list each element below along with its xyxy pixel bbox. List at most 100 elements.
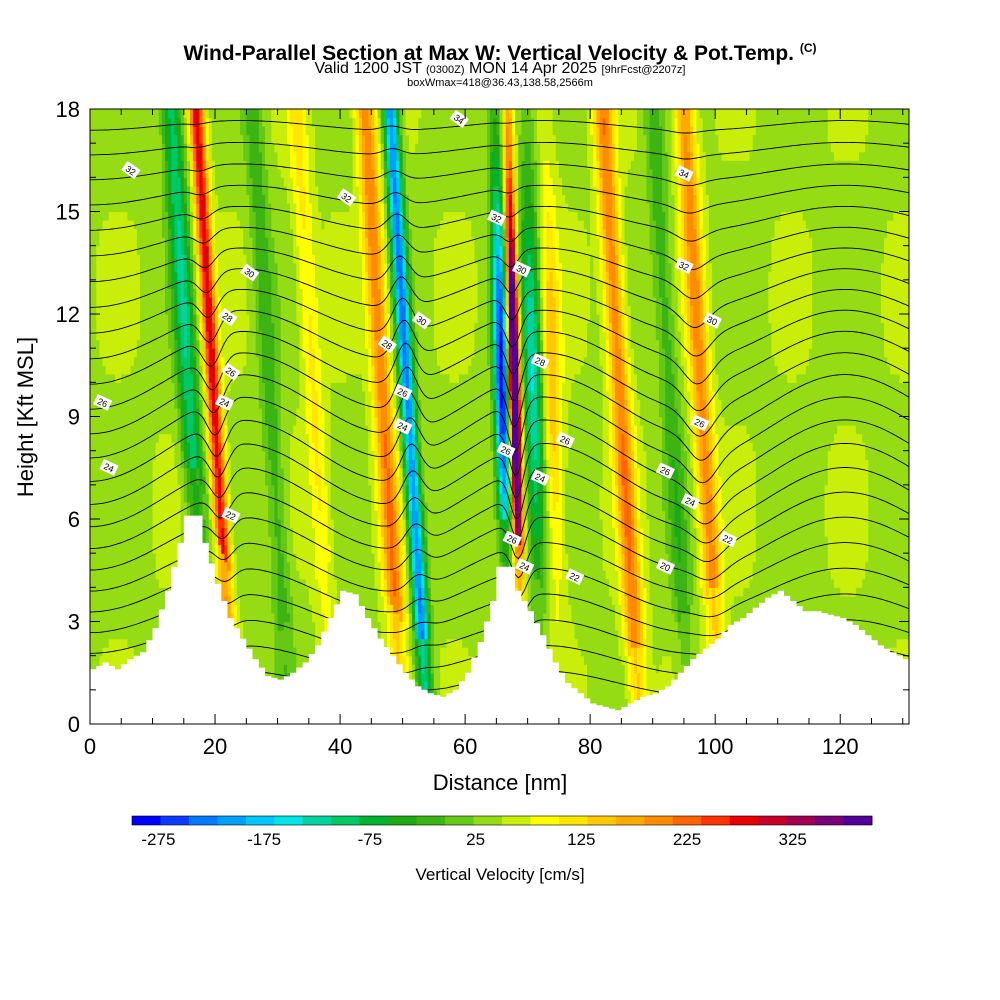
velocity-cell: [90, 390, 94, 401]
velocity-cell: [111, 322, 116, 332]
velocity-cell: [140, 177, 144, 187]
velocity-cell: [90, 177, 94, 187]
velocity-cell: [202, 348, 207, 358]
velocity-cell: [155, 109, 160, 119]
velocity-cell: [246, 202, 251, 213]
velocity-cell: [118, 570, 122, 580]
velocity-cell: [274, 553, 279, 563]
velocity-cell: [174, 271, 179, 281]
velocity-cell: [265, 621, 269, 631]
velocity-cell: [286, 143, 291, 153]
velocity-cell: [255, 407, 260, 418]
velocity-cell: [108, 288, 113, 298]
velocity-cell: [290, 288, 294, 298]
velocity-cell: [233, 348, 238, 358]
velocity-cell: [102, 501, 107, 512]
velocity-cell: [177, 493, 182, 503]
velocity-cell: [93, 578, 97, 588]
velocity-cell: [118, 331, 122, 341]
velocity-cell: [271, 578, 276, 588]
velocity-cell: [93, 211, 97, 221]
velocity-cell: [136, 228, 141, 238]
velocity-cell: [293, 476, 297, 486]
velocity-cell: [215, 493, 219, 503]
velocity-cell: [280, 262, 285, 272]
velocity-cell: [215, 279, 219, 289]
velocity-cell: [208, 151, 213, 161]
velocity-cell: [121, 587, 125, 597]
velocity-cell: [290, 578, 294, 588]
velocity-cell: [202, 493, 207, 503]
velocity-cell: [93, 382, 97, 392]
velocity-cell: [90, 612, 94, 623]
velocity-cell: [221, 553, 226, 563]
velocity-cell: [118, 117, 122, 127]
velocity-cell: [258, 493, 263, 503]
velocity-cell: [233, 587, 238, 597]
velocity-cell: [168, 365, 172, 375]
velocity-cell: [102, 425, 107, 435]
velocity-cell: [193, 356, 197, 366]
velocity-cell: [177, 382, 182, 392]
velocity-cell: [243, 356, 247, 366]
velocity-cell: [115, 450, 119, 460]
velocity-cell: [90, 237, 94, 247]
velocity-cell: [252, 177, 257, 187]
velocity-cell: [271, 527, 276, 537]
velocity-cell: [158, 459, 163, 469]
velocity-cell: [199, 433, 204, 443]
velocity-cell: [115, 382, 119, 392]
velocity-cell: [299, 425, 304, 435]
velocity-cell: [205, 168, 210, 178]
velocity-cell: [186, 399, 191, 409]
velocity-cell: [133, 314, 138, 324]
velocity-cell: [115, 305, 119, 315]
velocity-cell: [199, 365, 204, 375]
velocity-cell: [115, 185, 119, 196]
velocity-cell: [261, 322, 266, 332]
velocity-cell: [161, 151, 166, 161]
velocity-cell: [255, 305, 260, 315]
velocity-cell: [105, 185, 110, 196]
velocity-cell: [221, 348, 226, 358]
velocity-cell: [168, 134, 172, 144]
velocity-cell: [130, 339, 135, 349]
velocity-cell: [271, 553, 276, 563]
velocity-cell: [280, 126, 285, 136]
velocity-cell: [221, 288, 226, 298]
velocity-cell: [243, 595, 247, 606]
velocity-cell: [186, 356, 191, 366]
velocity-cell: [255, 467, 260, 477]
velocity-cell: [127, 331, 132, 341]
velocity-cell: [130, 484, 135, 494]
velocity-cell: [305, 630, 310, 640]
velocity-cell: [268, 630, 272, 640]
velocity-cell: [196, 484, 201, 494]
velocity-cell: [152, 399, 157, 409]
velocity-cell: [283, 459, 288, 469]
velocity-cell: [102, 237, 107, 247]
velocity-cell: [277, 245, 282, 255]
velocity-cell: [265, 553, 269, 563]
velocity-cell: [130, 561, 135, 571]
velocity-cell: [177, 399, 182, 409]
velocity-cell: [124, 365, 129, 375]
velocity-cell: [233, 433, 238, 443]
velocity-cell: [299, 442, 304, 452]
velocity-cell: [158, 501, 163, 512]
velocity-cell: [124, 570, 129, 580]
velocity-cell: [293, 143, 297, 153]
velocity-cell: [165, 536, 169, 546]
velocity-cell: [236, 126, 241, 136]
velocity-cell: [93, 314, 97, 324]
velocity-cell: [102, 254, 107, 264]
velocity-cell: [121, 655, 125, 665]
velocity-cell: [155, 527, 160, 537]
velocity-cell: [286, 578, 291, 588]
velocity-cell: [93, 356, 97, 366]
velocity-cell: [274, 185, 279, 196]
velocity-cell: [196, 501, 201, 512]
velocity-cell: [127, 544, 132, 554]
velocity-cell: [121, 510, 125, 520]
velocity-cell: [261, 578, 266, 588]
